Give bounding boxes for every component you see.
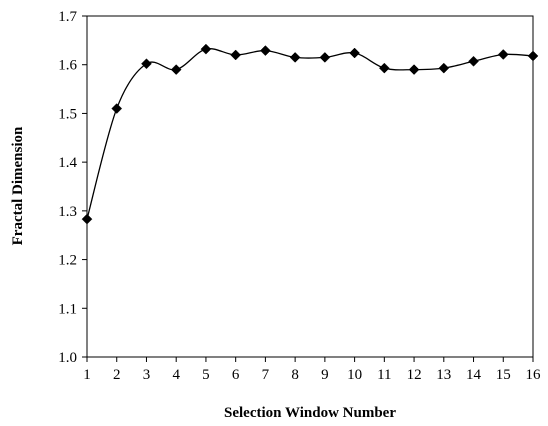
y-tick-label: 1.4 <box>58 155 77 171</box>
y-tick-label: 1.0 <box>58 350 77 366</box>
x-axis-ticks: 1 2 3 4 5 6 7 8 9 10 11 12 13 14 15 16 <box>83 357 541 383</box>
data-point-marker <box>200 43 212 55</box>
data-markers <box>81 43 539 225</box>
x-tick-label: 7 <box>262 367 270 383</box>
y-tick-label: 1.7 <box>58 9 77 25</box>
x-tick-label: 9 <box>321 367 329 383</box>
series-line <box>86 48 534 220</box>
data-point-marker <box>260 45 271 56</box>
data-point-marker <box>497 49 509 60</box>
data-point-marker <box>468 55 479 67</box>
data-point-marker <box>527 50 539 62</box>
data-point-marker <box>319 52 331 63</box>
y-axis-ticks: 1.0 1.1 1.2 1.3 1.4 1.5 1.6 1.7 <box>58 9 87 366</box>
x-tick-label: 2 <box>113 367 121 383</box>
x-tick-label: 14 <box>466 367 482 383</box>
data-point-marker <box>111 103 123 114</box>
data-point-marker <box>81 213 93 225</box>
x-tick-label: 1 <box>83 367 91 383</box>
data-point-marker <box>289 52 301 63</box>
x-axis-title: Selection Window Number <box>224 405 396 421</box>
data-point-marker <box>141 58 152 70</box>
y-tick-label: 1.2 <box>58 253 77 269</box>
data-point-marker <box>408 64 420 75</box>
y-tick-label: 1.3 <box>58 204 77 220</box>
data-point-marker <box>170 64 182 75</box>
y-axis-title: Fractal Dimension <box>10 126 26 245</box>
data-point-marker <box>378 62 390 74</box>
x-tick-label: 13 <box>436 367 451 383</box>
x-tick-label: 10 <box>347 367 362 383</box>
y-tick-label: 1.6 <box>58 58 77 74</box>
x-tick-label: 5 <box>202 367 210 383</box>
plot-area-frame <box>86 15 534 358</box>
x-tick-label: 12 <box>407 367 422 383</box>
x-tick-label: 15 <box>496 367 511 383</box>
x-tick-label: 6 <box>232 367 240 383</box>
x-tick-label: 16 <box>526 367 542 383</box>
y-tick-label: 1.5 <box>58 106 77 122</box>
y-tick-label: 1.1 <box>58 301 77 317</box>
data-point-marker <box>230 49 242 61</box>
data-point-marker <box>349 47 360 59</box>
x-tick-label: 3 <box>143 367 151 383</box>
x-tick-label: 4 <box>172 367 180 383</box>
x-tick-label: 11 <box>377 367 391 383</box>
data-point-marker <box>438 62 450 74</box>
x-tick-label: 8 <box>291 367 299 383</box>
